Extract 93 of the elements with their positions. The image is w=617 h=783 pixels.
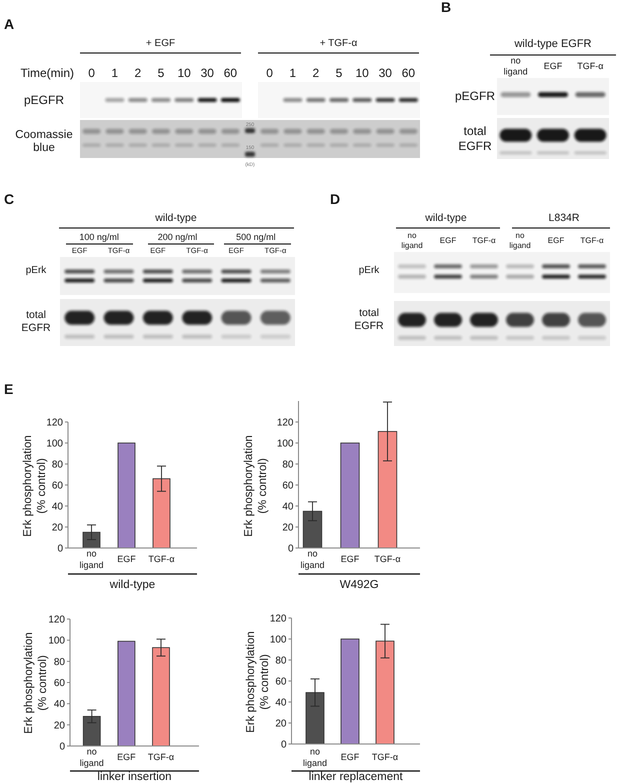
text: Time(min) [20,66,74,80]
y-tick-label: 20 [52,522,64,534]
y-tick-label: 40 [275,698,287,708]
y-tick-label: 80 [275,656,287,666]
text: pErk [26,265,48,276]
text: 1 [111,66,118,80]
x-tick-label: EGF [340,752,360,762]
y-tick-label: 80 [282,460,294,470]
text: C [4,191,14,207]
text: 100 ng/ml [79,232,119,242]
text: + EGF [146,38,176,49]
y-tick-label: 100 [46,438,64,450]
y-tick-label: 100 [48,636,66,647]
y-axis-title: Erk phosphorylation (% control) [243,435,269,537]
text: no ligand [401,231,423,250]
text: 2 [312,66,320,80]
x-axis-title: W492G [340,579,379,591]
text: 10 [177,66,192,80]
y-tick-label: 40 [52,502,64,512]
text: EGF [544,61,563,71]
text: total EGFR [458,124,492,153]
y-tick-label: 120 [270,614,287,624]
y-tick-label: 120 [48,614,66,626]
x-axis-title: linker insertion [97,771,172,783]
text: + TGF-α [320,38,358,49]
chart-title: E [4,381,14,397]
y-tick-label: 60 [54,678,66,690]
y-tick-label: 60 [282,480,294,492]
x-tick-label: TGF-α [374,554,401,564]
text: wild-type EGFR [513,38,592,50]
y-tick-label: 0 [288,544,294,554]
text: 500 ng/ml [236,232,276,242]
text: 60 [224,66,238,80]
y-tick-label: 20 [282,522,294,534]
text: 30 [378,66,392,80]
text: total EGFR [21,309,51,334]
text: EGF [440,236,456,245]
y-axis-title: Erk phosphorylation (% control) [22,435,48,537]
text: pEGFR [24,93,64,107]
y-tick-label: 40 [54,699,66,710]
y-tick-label: 40 [282,502,294,512]
text: D [330,191,340,207]
x-tick-label: no ligand [300,548,325,570]
x-tick-label: no ligand [79,548,104,570]
x-tick-label: no ligand [80,746,104,768]
text: EGF [548,236,564,245]
y-tick-label: 60 [275,676,287,688]
y-axis-title: Erk phosphorylation (% control) [23,632,49,734]
y-axis-title: Erk phosphorylation (% control) [245,631,271,733]
x-tick-label: TGF-α [372,752,398,762]
text: 5 [158,66,165,80]
y-tick-label: 100 [276,438,294,450]
text: L834R [548,212,580,224]
text: 0 [88,66,96,80]
text: pEGFR [454,89,496,103]
text: no ligand [504,56,528,76]
x-tick-label: no ligand [302,746,328,768]
y-tick-label: 60 [52,480,64,492]
x-tick-label: EGF [117,752,136,762]
text: TGF-α [577,61,604,71]
y-tick-label: 20 [54,720,66,732]
text: 10 [355,66,370,80]
x-tick-label: EGF [340,554,360,564]
text: A [4,16,14,32]
y-tick-label: 80 [54,656,66,668]
text: 1 [289,66,296,80]
text: 5 [336,66,343,80]
y-tick-label: 100 [270,634,287,646]
x-axis-title: linker replacement [308,771,404,783]
text: TGF-α [580,236,604,245]
x-axis-title: wild-type [108,579,156,591]
x-tick-label: TGF-α [148,752,174,762]
y-tick-label: 120 [46,418,64,428]
y-tick-label: 20 [275,718,287,730]
y-tick-label: 80 [52,460,64,470]
text: 200 ng/ml [158,232,198,242]
text: 60 [402,66,416,80]
y-tick-label: 0 [57,544,64,554]
y-tick-label: 120 [276,418,294,428]
x-tick-label: EGF [117,554,136,564]
text: wild-type [424,212,467,224]
x-tick-label: TGF-α [148,554,175,564]
y-tick-label: 0 [280,740,287,750]
text: pErk [358,265,380,276]
text: Coomassie blue [15,129,73,154]
text: wild-type [154,212,197,224]
text: total EGFR [354,307,384,332]
text: no ligand [509,231,531,250]
text: TGF-α [472,236,496,245]
text: B [441,0,452,15]
y-tick-label: 0 [59,742,66,752]
text: 30 [200,66,214,80]
text: 2 [134,66,142,80]
